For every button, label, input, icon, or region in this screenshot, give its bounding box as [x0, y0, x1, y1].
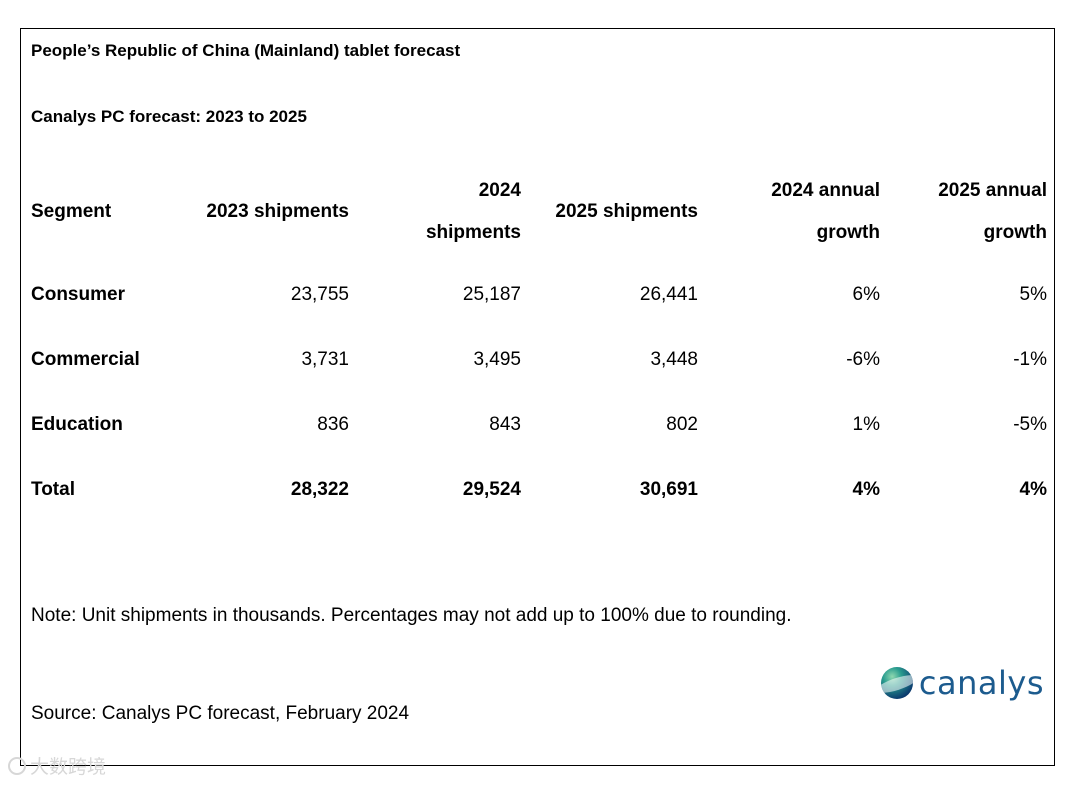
cell-growth-2024: 1%	[852, 413, 880, 435]
header-2025-growth: 2025 annual growth	[938, 180, 1047, 243]
logo-text: canalys	[918, 664, 1044, 702]
cell-growth-2025: -5%	[1013, 413, 1047, 435]
cell-2025: 802	[666, 413, 698, 435]
table-row: Commercial 3,731 3,495 3,448 -6% -1%	[31, 327, 1047, 392]
forecast-panel: People’s Republic of China (Mainland) ta…	[20, 28, 1055, 766]
globe-icon	[880, 667, 913, 699]
page-subtitle: Canalys PC forecast: 2023 to 2025	[31, 107, 307, 126]
table-row-total: Total 28,322 29,524 30,691 4% 4%	[31, 457, 1047, 522]
watermark-text: 大数跨境	[30, 757, 107, 778]
cell-growth-2024: 6%	[852, 283, 880, 305]
cell-growth-2025: 5%	[1019, 283, 1047, 305]
canalys-logo: canalys	[880, 663, 1044, 703]
header-2024-growth: 2024 annual growth	[771, 180, 880, 243]
watermark: 大数跨境	[8, 752, 106, 779]
cell-2023: 3,731	[301, 348, 349, 370]
cell-2023: 28,322	[290, 478, 349, 500]
header-2023-shipments: 2023 shipments	[206, 201, 349, 222]
bubble-icon	[8, 756, 26, 775]
cell-growth-2024: 4%	[852, 478, 880, 500]
page-title: People’s Republic of China (Mainland) ta…	[31, 41, 461, 60]
table-row: Education 836 843 802 1% -5%	[31, 392, 1047, 457]
forecast-table: Segment 2023 shipments 2024 shipments 20…	[31, 162, 1047, 522]
table-row: Consumer 23,755 25,187 26,441 6% 5%	[31, 262, 1047, 327]
cell-2023: 836	[317, 413, 349, 435]
cell-2024: 3,495	[473, 348, 521, 370]
table-header-row: Segment 2023 shipments 2024 shipments 20…	[31, 162, 1047, 262]
cell-segment: Commercial	[31, 348, 140, 370]
cell-growth-2024: -6%	[846, 348, 880, 370]
source-line: Source: Canalys PC forecast, February 20…	[31, 703, 410, 724]
cell-segment: Consumer	[31, 283, 125, 305]
cell-2024: 29,524	[462, 478, 521, 500]
footnote: Note: Unit shipments in thousands. Perce…	[31, 605, 792, 626]
header-segment: Segment	[31, 201, 112, 222]
cell-2024: 843	[489, 413, 521, 435]
cell-segment: Education	[31, 413, 123, 435]
cell-growth-2025: 4%	[1019, 478, 1047, 500]
header-2025-shipments: 2025 shipments	[555, 201, 698, 222]
cell-2025: 30,691	[639, 478, 698, 500]
cell-2025: 3,448	[650, 348, 698, 370]
cell-segment: Total	[31, 478, 75, 500]
cell-2024: 25,187	[462, 283, 521, 305]
cell-growth-2025: -1%	[1013, 348, 1047, 370]
cell-2025: 26,441	[639, 283, 698, 305]
header-2024-shipments: 2024 shipments	[425, 180, 521, 243]
cell-2023: 23,755	[290, 283, 349, 305]
